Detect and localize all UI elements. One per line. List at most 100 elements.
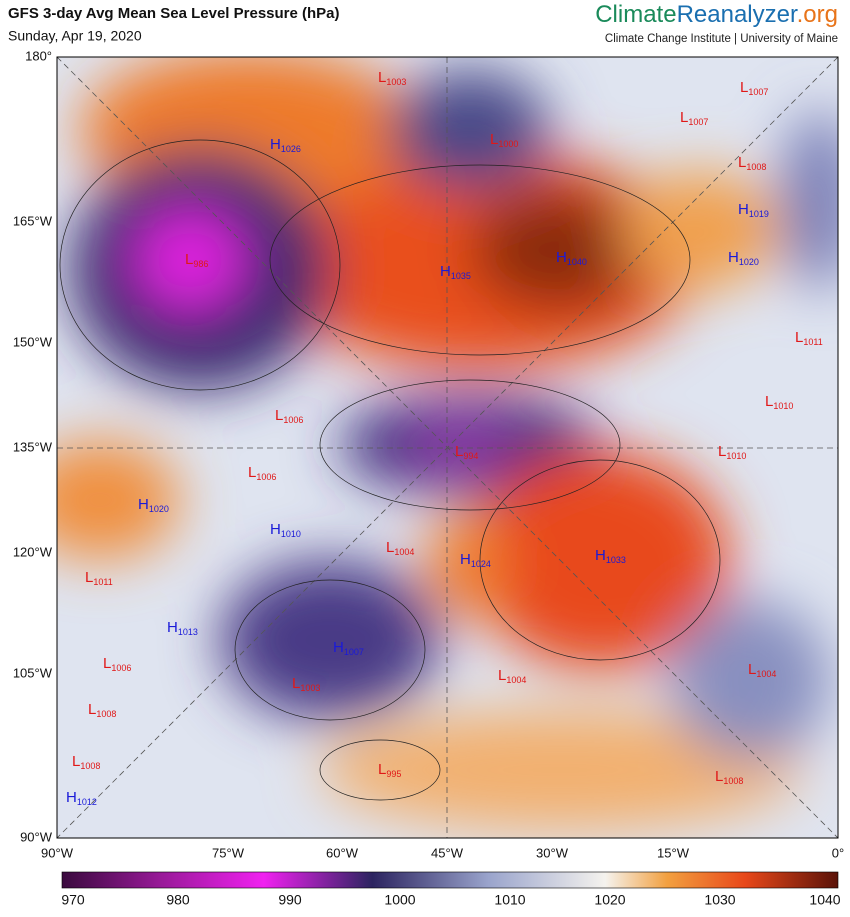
center-value: 1003 — [300, 683, 320, 693]
pressure-center: L1007 — [740, 79, 768, 97]
center-value: 1000 — [498, 139, 518, 149]
center-type: H — [270, 521, 281, 538]
center-value: 1007 — [344, 647, 364, 657]
pressure-center: L1004 — [498, 667, 526, 685]
colorbar — [61, 871, 839, 889]
pressure-center: H1019 — [738, 201, 769, 219]
pressure-center: H1020 — [728, 249, 759, 267]
center-value: 1004 — [506, 675, 526, 685]
pressure-center: H1010 — [270, 521, 301, 539]
center-value: 1010 — [281, 529, 301, 539]
center-value: 1007 — [748, 87, 768, 97]
colorbar-tick: 1010 — [494, 892, 525, 908]
center-value: 1011 — [93, 577, 112, 587]
center-type: L — [715, 768, 723, 785]
pressure-center: L1008 — [88, 701, 116, 719]
center-value: 1020 — [739, 257, 759, 267]
center-value: 1020 — [149, 504, 169, 514]
center-type: L — [765, 393, 773, 410]
date: Sunday, Apr 19, 2020 — [8, 28, 142, 44]
center-value: 1006 — [256, 472, 276, 482]
center-value: 1010 — [773, 401, 793, 411]
center-type: L — [72, 753, 80, 770]
center-value: 1006 — [283, 415, 303, 425]
subtitle: Climate Change Institute | University of… — [605, 33, 838, 45]
center-type: L — [103, 655, 111, 672]
lat-label: 150°W — [13, 334, 53, 349]
lat-label: 90°W — [20, 829, 53, 844]
colorbar-tick: 980 — [166, 892, 190, 908]
pressure-center: L1008 — [72, 753, 100, 771]
center-type: H — [728, 249, 739, 266]
colorbar-tick: 970 — [61, 892, 85, 908]
center-type: L — [85, 569, 93, 586]
pressure-center: L1003 — [378, 69, 406, 87]
lat-label: 165°W — [13, 213, 53, 228]
center-value: 1008 — [723, 776, 743, 786]
lon-label: 60°W — [326, 845, 359, 860]
colorbar-tick: 1000 — [384, 892, 415, 908]
lat-label: 105°W — [13, 665, 53, 680]
pressure-center: L1004 — [386, 539, 414, 557]
center-type: H — [440, 263, 451, 280]
pressure-center: L1000 — [490, 131, 518, 149]
center-value: 1040 — [567, 257, 587, 267]
center-type: L — [795, 329, 803, 346]
center-type: L — [378, 761, 386, 778]
colorbar-tick: 1040 — [809, 892, 840, 908]
pressure-center: L1007 — [680, 109, 708, 127]
center-type: H — [138, 496, 149, 513]
colorbar-tick: 1020 — [594, 892, 625, 908]
center-value: 994 — [463, 451, 478, 461]
lon-label: 30°W — [536, 845, 569, 860]
pressure-center: L1003 — [292, 675, 320, 693]
pressure-center: L1010 — [765, 393, 793, 411]
center-type: L — [292, 675, 300, 692]
center-type: H — [167, 619, 178, 636]
center-type: L — [740, 79, 748, 96]
center-type: L — [738, 154, 746, 171]
center-value: 1024 — [471, 559, 491, 569]
center-type: H — [333, 639, 344, 656]
pressure-center: L1011 — [85, 569, 113, 587]
lon-label: 45°W — [431, 845, 464, 860]
center-value: 1019 — [749, 209, 769, 219]
center-type: L — [490, 131, 498, 148]
center-type: L — [718, 443, 726, 460]
center-value: 1008 — [80, 761, 100, 771]
axes: 180° 165°W 150°W 135°W 120°W 105°W 90°W90°W 75°… — [13, 48, 844, 907]
pressure-center: H1026 — [270, 136, 301, 154]
brand: ClimateReanalyzer.org — [595, 1, 838, 28]
pressure-center: H1024 — [460, 551, 491, 569]
pressure-center: L1008 — [738, 154, 766, 172]
center-type: L — [498, 667, 506, 684]
center-value: 1013 — [178, 627, 198, 637]
center-type: H — [460, 551, 471, 568]
center-type: H — [66, 789, 77, 806]
center-type: L — [248, 464, 256, 481]
pressure-center: H1013 — [167, 619, 198, 637]
center-value: 1007 — [688, 117, 708, 127]
center-type: H — [595, 547, 606, 564]
center-value: 1004 — [756, 669, 776, 679]
lon-label: 15°W — [657, 845, 690, 860]
pressure-center: H1035 — [440, 263, 471, 281]
pressure-center: H1033 — [595, 547, 626, 565]
lon-label: 90°W — [41, 845, 74, 860]
brand-right: .org — [797, 1, 838, 28]
center-type: L — [185, 251, 193, 268]
pressure-center: H1012 — [66, 789, 97, 807]
center-value: 1035 — [451, 271, 471, 281]
pressure-center: L1004 — [748, 661, 776, 679]
center-value: 1010 — [726, 451, 746, 461]
lat-label: 180° — [25, 48, 52, 63]
pressure-center: L986 — [185, 251, 208, 269]
center-value: 1011 — [803, 337, 822, 347]
center-type: L — [455, 443, 463, 460]
pressure-center: L1006 — [275, 407, 303, 425]
center-type: L — [88, 701, 96, 718]
center-value: 1004 — [394, 547, 414, 557]
pressure-center: L994 — [455, 443, 478, 461]
